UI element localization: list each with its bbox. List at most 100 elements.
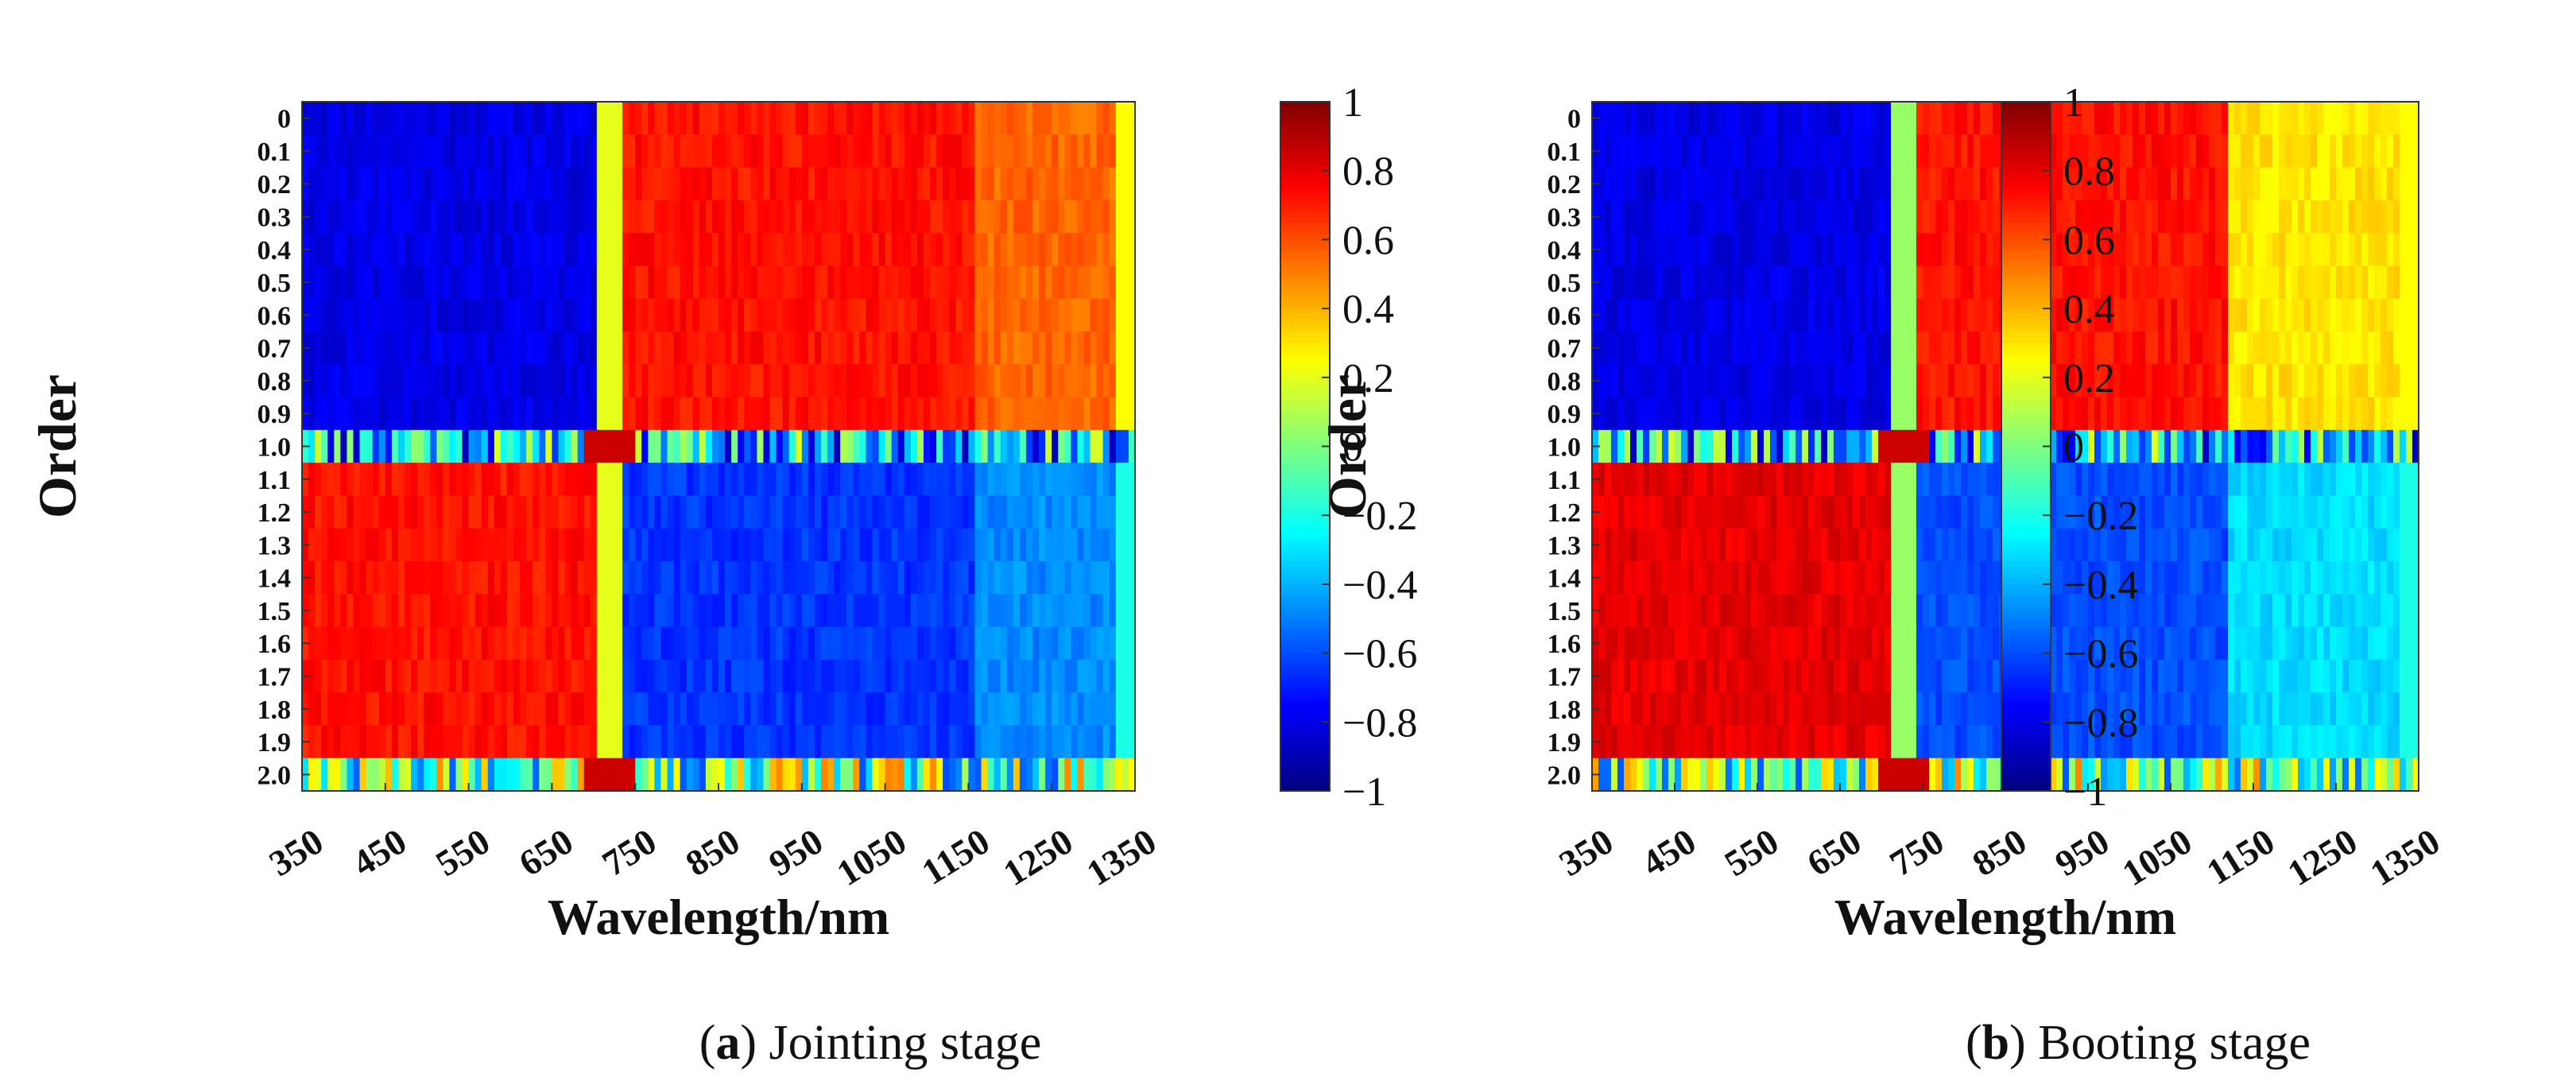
heatmap-cell (1821, 102, 1828, 135)
heatmap-cell (2330, 134, 2337, 169)
heatmap-cell (315, 626, 322, 661)
heatmap-cell (552, 626, 560, 661)
heatmap-cell (795, 331, 803, 365)
heatmap-cell (891, 429, 899, 463)
heatmap-cell (673, 561, 681, 595)
heatmap-cell (1967, 364, 1974, 398)
heatmap-cell (315, 561, 322, 595)
heatmap-cell (974, 626, 982, 661)
heatmap-cell (827, 758, 835, 792)
heatmap-cell (2260, 561, 2267, 595)
heatmap-cell (1910, 331, 1917, 365)
heatmap-cell (814, 692, 822, 727)
heatmap-cell (2412, 102, 2419, 135)
heatmap-cell (2374, 265, 2381, 300)
heatmap-cell (1738, 429, 1745, 463)
heatmap-cell (481, 495, 489, 529)
heatmap-cell (1840, 134, 1847, 169)
heatmap-cell (731, 692, 738, 727)
heatmap-cell (353, 331, 361, 365)
heatmap-cell (782, 495, 790, 529)
heatmap-cell (539, 594, 546, 628)
heatmap-cell (859, 167, 867, 201)
heatmap-cell (897, 495, 905, 529)
heatmap-cell (359, 659, 367, 693)
heatmap-cell (385, 429, 393, 463)
heatmap-cell (2171, 102, 2178, 135)
heatmap-cell (2171, 561, 2178, 595)
heatmap-cell (455, 200, 463, 234)
heatmap-cell (1045, 397, 1052, 431)
heatmap-cell (609, 429, 617, 463)
heatmap-cell (558, 659, 566, 693)
heatmap-cell (2285, 200, 2292, 234)
heatmap-cell (2177, 495, 2184, 529)
heatmap-cell (1000, 594, 1008, 628)
heatmap-cell (725, 429, 732, 463)
heatmap-cell (1948, 233, 1955, 267)
heatmap-cell (866, 659, 874, 693)
heatmap-cell (430, 725, 437, 759)
heatmap-cell (1052, 495, 1059, 529)
heatmap-cell (1637, 298, 1644, 332)
heatmap-cell (481, 463, 489, 497)
heatmap-cell (2304, 463, 2311, 497)
heatmap-cell (955, 495, 963, 529)
heatmap-cell (1115, 594, 1123, 628)
heatmap-cell (943, 331, 950, 365)
heatmap-cell (2412, 331, 2419, 365)
heatmap-cell (417, 626, 424, 661)
heatmap-cell (487, 561, 495, 595)
heatmap-cell (738, 659, 745, 693)
heatmap-cell (834, 463, 841, 497)
heatmap-cell (1783, 594, 1790, 628)
heatmap-cell (1840, 364, 1847, 398)
heatmap-cell (1090, 659, 1098, 693)
heatmap-cell (699, 298, 707, 332)
heatmap-cell (1013, 397, 1021, 431)
heatmap-cell (552, 758, 560, 792)
heatmap-cell (513, 528, 521, 562)
heatmap-cell (2393, 528, 2400, 562)
heatmap-cell (481, 626, 489, 661)
heatmap-cell (321, 594, 328, 628)
heatmap-cell (1795, 167, 1803, 201)
heatmap-cell (1071, 397, 1079, 431)
heatmap-cell (315, 265, 322, 300)
heatmap-cell (2177, 561, 2184, 595)
heatmap-cell (808, 429, 815, 463)
heatmap-cell (2298, 134, 2305, 169)
heatmap-cell (2368, 528, 2375, 562)
heatmap-cell (1102, 364, 1110, 398)
heatmap-cell (353, 528, 361, 562)
heatmap-cell (1064, 429, 1071, 463)
heatmap-cell (404, 200, 412, 234)
heatmap-cell (526, 364, 533, 398)
heatmap-cell (923, 364, 931, 398)
heatmap-cell (744, 397, 751, 431)
heatmap-cell (353, 626, 361, 661)
heatmap-cell (609, 134, 617, 169)
heatmap-cell (1032, 200, 1040, 234)
heatmap-cell (340, 331, 348, 365)
heatmap-cell (1121, 233, 1129, 267)
heatmap-cell (2082, 528, 2089, 562)
heatmap-cell (2126, 429, 2133, 463)
heatmap-cell (1897, 102, 1904, 135)
heatmap-cell (1815, 429, 1822, 463)
heatmap-cell (526, 495, 533, 529)
heatmap-cell (2241, 429, 2248, 463)
heatmap-cell (1865, 167, 1873, 201)
heatmap-cell (692, 725, 700, 759)
heatmap-cell (1643, 528, 1650, 562)
heatmap-cell (1649, 561, 1656, 595)
heatmap-cell (545, 528, 552, 562)
heatmap-cell (1045, 331, 1052, 365)
heatmap-cell (1128, 102, 1136, 135)
heatmap-cell (1605, 134, 1612, 169)
heatmap-cell (494, 200, 502, 234)
heatmap-cell (916, 167, 924, 201)
heatmap-cell (648, 561, 655, 595)
heatmap-cell (974, 167, 982, 201)
heatmap-cell (539, 495, 546, 529)
